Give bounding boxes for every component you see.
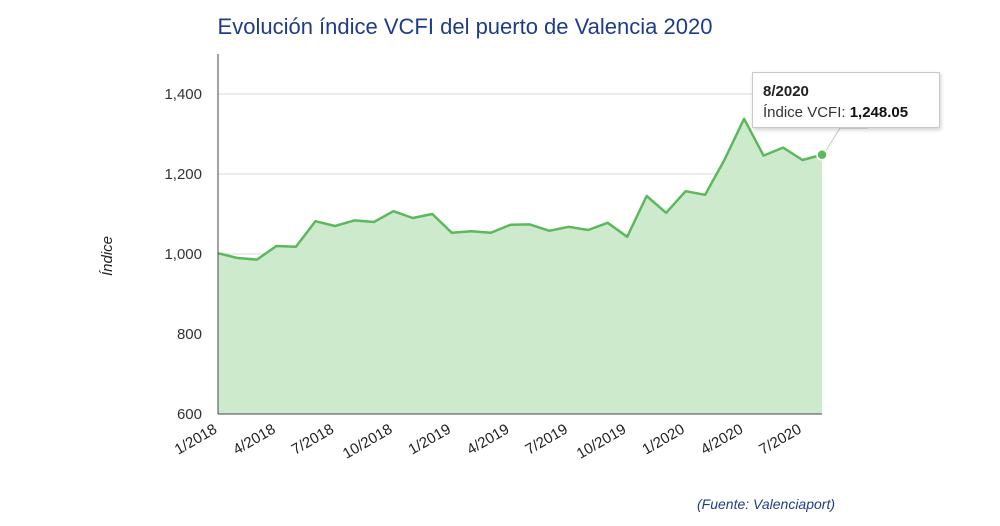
area-layer <box>217 117 823 415</box>
data-point[interactable] <box>663 210 669 216</box>
data-point[interactable] <box>351 217 357 223</box>
data-point[interactable] <box>800 157 806 163</box>
y-tick-label: 1,400 <box>164 86 202 103</box>
data-point[interactable] <box>527 221 533 227</box>
data-point[interactable] <box>488 230 494 236</box>
data-points <box>215 116 868 263</box>
data-point[interactable] <box>390 208 396 214</box>
data-point[interactable] <box>254 257 260 263</box>
data-point[interactable] <box>507 222 513 228</box>
y-tick-label: 1,200 <box>164 166 202 183</box>
data-point[interactable] <box>546 228 552 234</box>
data-point[interactable] <box>761 153 767 159</box>
y-tick-label: 600 <box>177 406 202 423</box>
tooltip-label: Índice VCFI: <box>763 104 846 121</box>
x-tick-label: 4/2019 <box>464 421 512 459</box>
x-tick-label: 7/2020 <box>756 421 804 459</box>
data-point[interactable] <box>585 227 591 233</box>
x-tick-label: 7/2019 <box>522 421 570 459</box>
data-point[interactable] <box>273 243 279 249</box>
x-tick-label: 1/2020 <box>639 421 687 459</box>
x-tick-label: 10/2019 <box>574 421 629 463</box>
data-point[interactable] <box>741 116 747 122</box>
chart-title: Evolución índice VCFI del puerto de Vale… <box>217 14 713 39</box>
data-point[interactable] <box>234 255 240 261</box>
data-point[interactable] <box>468 228 474 234</box>
data-point[interactable] <box>780 145 786 151</box>
data-point[interactable] <box>644 193 650 199</box>
data-point[interactable] <box>722 157 728 163</box>
data-point[interactable] <box>605 220 611 226</box>
data-point[interactable] <box>332 223 338 229</box>
source-note: (Fuente: Valenciaport) <box>697 496 835 512</box>
tooltip-pointer <box>825 127 868 152</box>
x-tick-label: 4/2018 <box>230 421 278 459</box>
axes <box>217 54 822 415</box>
highlighted-data-point[interactable] <box>816 149 828 161</box>
x-tick-label: 1/2018 <box>172 421 220 459</box>
data-point[interactable] <box>410 215 416 221</box>
x-tick-label: 7/2018 <box>289 421 337 459</box>
data-point[interactable] <box>702 192 708 198</box>
data-point[interactable] <box>683 188 689 194</box>
x-tick-label: 10/2018 <box>340 421 395 463</box>
series-area-fill <box>218 118 822 415</box>
x-tick-labels: 1/2018 4/2018 7/2018 10/2018 1/2019 4/2019 7/2… <box>172 421 805 463</box>
data-point[interactable] <box>624 234 630 240</box>
tooltip: 8/2020 Índice VCFI: 1,248.05 <box>752 72 940 128</box>
y-tick-labels: 1,400 1,200 1,000 800 600 <box>164 86 202 423</box>
data-point[interactable] <box>449 230 455 236</box>
tooltip-value: 1,248.05 <box>849 104 909 121</box>
data-point[interactable] <box>215 250 221 256</box>
x-tick-label: 4/2020 <box>698 421 746 459</box>
data-point[interactable] <box>371 219 377 225</box>
y-axis-label: Índice <box>99 236 116 276</box>
data-point[interactable] <box>293 244 299 250</box>
data-point[interactable] <box>566 224 572 230</box>
data-point[interactable] <box>312 218 318 224</box>
tooltip-date: 8/2020 <box>763 83 809 100</box>
x-tick-label: 1/2019 <box>406 421 454 459</box>
data-point[interactable] <box>429 211 435 217</box>
y-tick-label: 800 <box>177 326 202 343</box>
series-line <box>217 117 823 261</box>
y-tick-label: 1,000 <box>164 246 202 263</box>
